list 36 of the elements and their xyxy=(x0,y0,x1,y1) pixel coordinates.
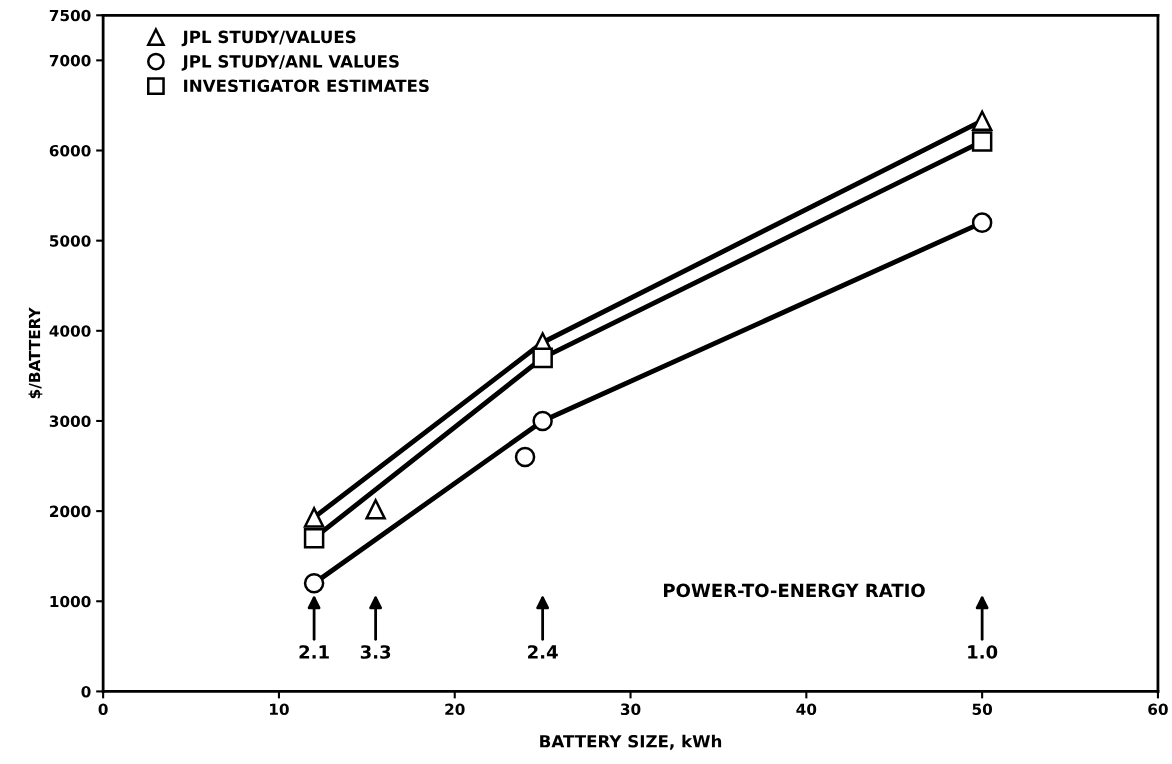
y-tick-label: 1000 xyxy=(50,595,91,608)
point xyxy=(971,212,993,233)
y-tick-label: 3000 xyxy=(49,415,91,427)
point xyxy=(303,507,325,528)
x-tick-label: 0 xyxy=(98,703,108,716)
y-tick-label: 7500 xyxy=(49,9,91,22)
y-tick-label: 5000 xyxy=(49,235,91,247)
point xyxy=(971,131,993,152)
x-axis-title: BATTERY SIZE, kWh xyxy=(540,734,722,750)
point xyxy=(971,110,993,132)
point xyxy=(303,527,325,549)
y-tick-label: 7000 xyxy=(49,54,91,67)
annotation: 2.4 xyxy=(528,645,558,659)
x-tick-label: 10 xyxy=(270,703,289,716)
point xyxy=(532,347,553,369)
legend-label: JPL STUDY/VALUES xyxy=(181,30,356,47)
x-tick-label: 40 xyxy=(796,703,817,716)
point xyxy=(532,410,553,432)
y-axis-title: $/BATTERY xyxy=(28,307,43,399)
legend-label: INVESTIGATOR ESTIMATES xyxy=(184,79,429,93)
x-tick-label: 20 xyxy=(445,703,465,716)
x-tick-label: 50 xyxy=(972,703,993,716)
annotation: 2.1 xyxy=(299,645,329,659)
point xyxy=(303,572,325,594)
x-tick-label: 60 xyxy=(1148,703,1168,716)
annotation: POWER-TO-ENERGY RATIO xyxy=(664,583,925,598)
y-tick-label: 6000 xyxy=(49,144,91,157)
y-tick-label: 4000 xyxy=(49,325,91,337)
annotation: 3.3 xyxy=(360,645,391,659)
point xyxy=(514,446,536,468)
annotation: 1.0 xyxy=(968,645,998,659)
x-tick-label: 30 xyxy=(620,703,641,716)
legend-label: JPL STUDY/ANL VALUES xyxy=(181,55,399,71)
y-tick-label: 0 xyxy=(81,685,91,698)
point xyxy=(365,499,386,520)
y-tick-label: 2000 xyxy=(50,505,91,518)
